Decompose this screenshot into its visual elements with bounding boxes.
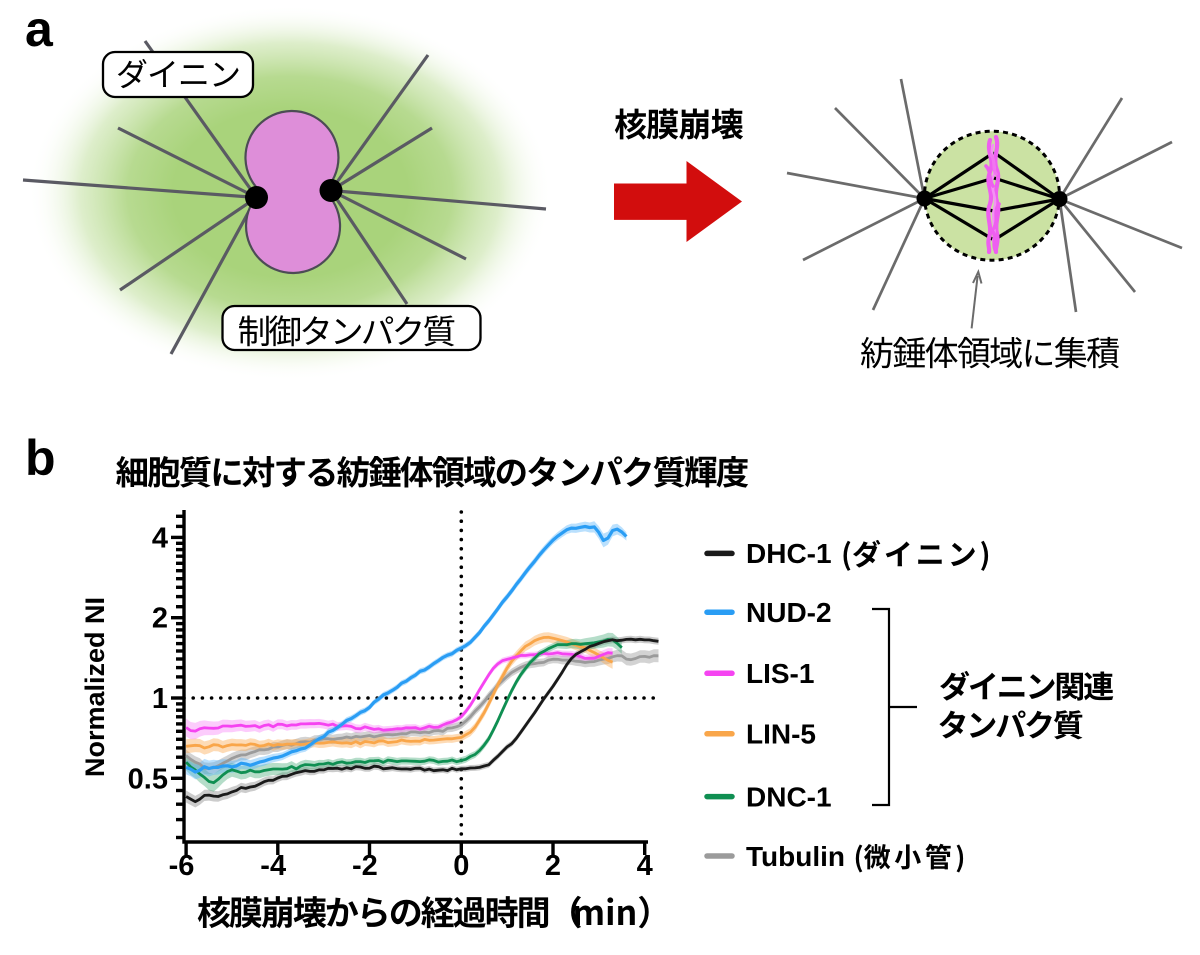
svg-text:2: 2 bbox=[545, 850, 561, 882]
svg-text:DNC-1: DNC-1 bbox=[746, 781, 832, 812]
svg-text:LIN-5: LIN-5 bbox=[746, 719, 816, 750]
svg-text:1: 1 bbox=[152, 683, 168, 715]
svg-text:Tubulin: Tubulin bbox=[746, 841, 845, 872]
svg-text:Normalized NI: Normalized NI bbox=[80, 597, 110, 777]
svg-text:DHC-1: DHC-1 bbox=[746, 538, 832, 569]
svg-text:b: b bbox=[25, 430, 56, 486]
svg-text:0: 0 bbox=[453, 850, 469, 882]
svg-text:0.5: 0.5 bbox=[128, 763, 168, 795]
svg-text:4: 4 bbox=[637, 850, 653, 882]
svg-text:-4: -4 bbox=[260, 850, 286, 882]
svg-text:NUD-2: NUD-2 bbox=[746, 597, 832, 628]
svg-text:2: 2 bbox=[152, 603, 168, 635]
svg-text:-2: -2 bbox=[352, 850, 378, 882]
svg-text:4: 4 bbox=[152, 522, 168, 554]
svg-text:-6: -6 bbox=[169, 850, 195, 882]
svg-text:a: a bbox=[25, 1, 54, 57]
svg-text:LIS-1: LIS-1 bbox=[746, 658, 814, 689]
